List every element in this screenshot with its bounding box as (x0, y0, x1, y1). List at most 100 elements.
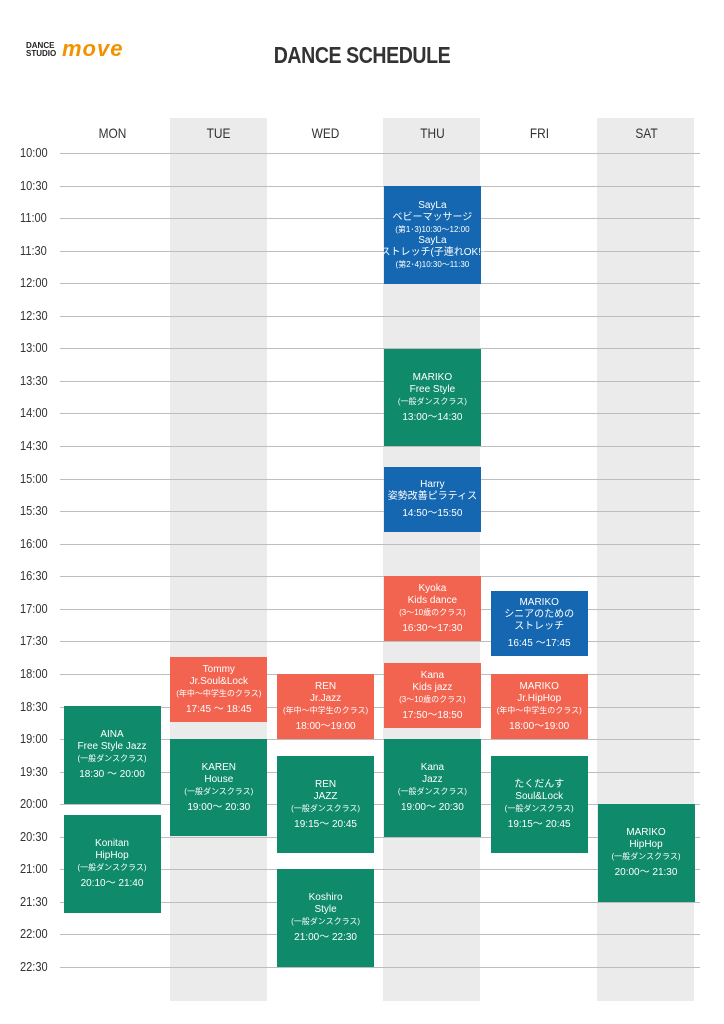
class-text: Harry (420, 479, 445, 490)
class-text: MARIKO (519, 597, 559, 608)
class-text: (一般ダンスクラス) (291, 803, 361, 813)
class-block: Kana Kids jazz (3～10歳のクラス) 17:50～18:50 (383, 663, 481, 728)
class-text: Jr.Soul&Lock (189, 675, 248, 687)
time-label: 19:00 (20, 731, 48, 747)
class-text: House (204, 773, 234, 785)
class-block: Harry 姿勢改善ピラティス 14:50～15:50 (383, 467, 481, 532)
class-text: 18:30 ～ 20:00 (79, 769, 145, 780)
time-label: 21:00 (20, 861, 48, 877)
class-text: 14:50～15:50 (402, 508, 463, 519)
class-text: 13:00～14:30 (402, 411, 463, 423)
page-title: DANCE SCHEDULE (273, 42, 451, 68)
grid-line (60, 153, 700, 154)
class-block: REN JAZZ (一般ダンスクラス) 19:15～ 20:45 (277, 756, 375, 853)
class-text: AINA (100, 729, 124, 740)
time-label: 15:30 (20, 503, 48, 519)
grid-line (60, 315, 700, 317)
class-text: 17:45 ～ 18:45 (185, 703, 252, 715)
class-block: Konitan HipHop (一般ダンスクラス) 20:10～ 21:40 (63, 815, 161, 913)
time-label: 16:00 (20, 535, 48, 551)
time-label: 20:00 (20, 796, 48, 812)
class-text: 姿勢改善ピラティス (387, 491, 478, 502)
time-label: 12:00 (20, 275, 48, 291)
class-text: HipHop (629, 839, 663, 850)
grid-line (60, 771, 700, 773)
class-block: Tommy Jr.Soul&Lock (年中～中学生のクラス) 17:45 ～ 18:… (170, 657, 268, 722)
class-text: Soul&Lock (515, 790, 564, 802)
time-label: 17:30 (20, 633, 48, 649)
class-text: 19:15～ 20:45 (294, 818, 357, 830)
time-label: 14:00 (20, 405, 48, 421)
grid-line (60, 706, 700, 708)
logo-text: DANCE STUDIO (26, 41, 57, 58)
day-header: MON (98, 125, 126, 141)
class-text: Free Style (409, 383, 456, 395)
time-label: 12:30 (20, 307, 48, 323)
time-label: 11:30 (20, 242, 47, 258)
class-text: Style (314, 904, 337, 915)
class-text: (一般ダンスクラス) (397, 396, 467, 406)
class-block: SayLa ベビーマッサージ (第1･3)10:30～12:00 SayLa ストレッチ… (380, 186, 484, 284)
grid-line (60, 804, 700, 806)
class-text: REN (315, 778, 337, 790)
class-text: 16:45 ～17:45 (507, 638, 571, 649)
time-label: 20:30 (20, 828, 48, 844)
time-label: 13:30 (20, 372, 48, 388)
class-text: 19:00～ 20:30 (187, 801, 251, 813)
grid-line (60, 967, 700, 968)
grid-line (60, 446, 700, 448)
grid-line (60, 901, 700, 903)
time-label: 15:00 (20, 470, 48, 486)
class-text: Kana (420, 669, 445, 681)
class-text: (一般ダンスクラス) (504, 803, 574, 813)
time-label: 22:00 (20, 926, 48, 942)
class-text: Kids dance (407, 594, 458, 606)
class-text: (3～10歳のクラス) (399, 694, 466, 704)
time-label: 11:00 (20, 210, 47, 226)
class-text: SayLa (418, 235, 447, 246)
grid-line (60, 739, 700, 741)
class-text: MARIKO (519, 680, 559, 692)
time-label: 10:00 (20, 145, 48, 160)
class-text: SayLa (418, 200, 447, 211)
time-label: 18:00 (20, 665, 48, 681)
class-block: Koshiro Style (一般ダンスクラス) 21:00～ 22:30 (277, 869, 375, 967)
class-text: Jr.Jazz (310, 692, 342, 704)
class-text: (年中～中学生のクラス) (496, 705, 582, 715)
time-label: 17:00 (20, 600, 48, 616)
grid-line (60, 283, 700, 285)
column-stripe (170, 118, 267, 1001)
time-label: 13:00 (20, 340, 48, 356)
day-header: TUE (206, 125, 231, 141)
class-text: シニアのための (504, 609, 575, 620)
grid-line (60, 380, 700, 382)
class-block: たくだんす Soul&Lock (一般ダンスクラス) 19:15～ 20:45 (490, 756, 588, 853)
grid-line (60, 543, 700, 545)
grid-line (60, 608, 700, 610)
class-block: MARIKO シニアのための ストレッチ 16:45 ～17:45 (490, 591, 588, 656)
class-text: Kana (420, 762, 445, 773)
time-label: 16:30 (20, 568, 48, 584)
day-header: THU (420, 125, 445, 141)
class-text: (年中～中学生のクラス) (176, 688, 262, 698)
class-block: Kyoka Kids dance (3～10歳のクラス) 16:30～17:30 (383, 576, 481, 641)
class-text: (一般ダンスクラス) (291, 917, 361, 926)
class-text: 18:00～19:00 (509, 720, 570, 732)
day-header: WED (311, 125, 340, 141)
class-text: Free Style Jazz (77, 741, 147, 752)
time-label: 21:30 (20, 893, 48, 909)
class-text: 19:00～ 20:30 (400, 802, 464, 813)
class-text: Konitan (95, 838, 129, 849)
time-label: 19:30 (20, 763, 48, 779)
class-text: MARIKO (412, 371, 453, 383)
class-text: Kids jazz (412, 681, 453, 693)
class-text: (年中～中学生のクラス) (283, 705, 369, 715)
class-text: (第2･4)10:30～11:30 (395, 260, 470, 269)
grid-line (60, 413, 700, 415)
time-label: 10:30 (20, 177, 48, 193)
class-block: KAREN House (一般ダンスクラス) 19:00～ 20:30 (170, 739, 268, 836)
class-text: MARIKO (626, 827, 666, 838)
grid-line (60, 934, 700, 936)
class-block: MARIKO HipHop (一般ダンスクラス) 20:00～ 21:30 (597, 804, 695, 902)
